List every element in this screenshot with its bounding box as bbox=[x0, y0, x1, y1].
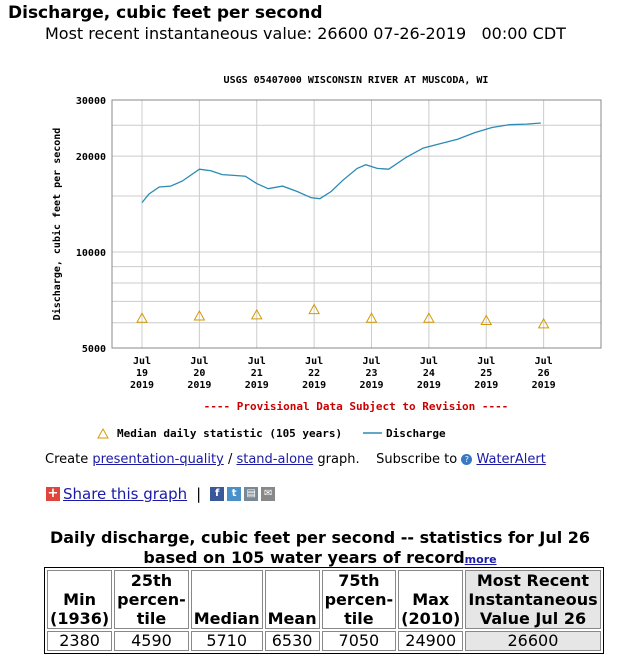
median-triangle bbox=[193, 309, 206, 321]
y-axis-label: Discharge, cubic feet per second bbox=[51, 128, 63, 321]
x-tick-label: Jul bbox=[133, 356, 151, 367]
stats-header-cell: Most Recent Instantaneous Value Jul 26 bbox=[465, 570, 601, 629]
stats-value-cell: 7050 bbox=[321, 631, 397, 651]
stats-value-cell: 4590 bbox=[114, 631, 189, 651]
legend-discharge-label: Discharge bbox=[386, 427, 446, 440]
y-tick-label: 10000 bbox=[76, 248, 106, 259]
median-triangle bbox=[365, 312, 378, 323]
legend-median-label: Median daily statistic (105 years) bbox=[117, 427, 342, 440]
x-tick-label: 2019 bbox=[417, 380, 441, 391]
x-tick-label: 22 bbox=[308, 368, 320, 379]
stats-value-cell: 2380 bbox=[47, 631, 113, 651]
plot-area bbox=[111, 99, 602, 349]
graph-text: graph. bbox=[317, 452, 360, 467]
plus-icon[interactable]: + bbox=[46, 486, 60, 501]
x-tick-label: 20 bbox=[193, 368, 205, 379]
print-icon[interactable]: ▤ bbox=[244, 487, 259, 501]
discharge-chart: USGS 05407000 WISCONSIN RIVER AT MUSCODA… bbox=[51, 75, 602, 440]
stats-title: Daily discharge, cubic feet per second -… bbox=[30, 528, 610, 570]
median-markers bbox=[136, 303, 550, 329]
chart-legend: Median daily statistic (105 years) Disch… bbox=[97, 427, 446, 440]
x-tick-label: Jul bbox=[190, 356, 208, 367]
median-triangle bbox=[136, 312, 148, 323]
median-triangle bbox=[537, 317, 550, 329]
link-separator: / bbox=[227, 452, 233, 467]
twitter-icon[interactable]: t bbox=[227, 487, 242, 501]
stats-table: Min (1936) 25th percen-tile Median Mean 75th pe… bbox=[44, 567, 604, 654]
stats-title-line2: based on 105 water years of record bbox=[143, 548, 465, 567]
x-tick-label: 19 bbox=[136, 368, 148, 379]
x-tick-label: 2019 bbox=[187, 380, 211, 391]
help-icon[interactable]: ? bbox=[461, 454, 473, 465]
stats-header-cell: Median bbox=[190, 570, 263, 629]
x-tick-label: 2019 bbox=[130, 380, 154, 391]
stats-value-row: 2380 4590 5710 6530 7050 24900 26600 bbox=[47, 631, 601, 651]
page-title: Discharge, cubic feet per second bbox=[8, 3, 323, 23]
x-tick-label: 2019 bbox=[245, 380, 269, 391]
legend-triangle-icon bbox=[97, 427, 109, 439]
presentation-quality-link[interactable]: presentation-quality bbox=[92, 452, 224, 467]
x-tick-label: Jul bbox=[305, 356, 323, 367]
y-tick-label: 30000 bbox=[76, 96, 106, 107]
graph-links: Create presentation-quality / stand-alon… bbox=[45, 452, 546, 467]
stats-header-cell: 25th percen-tile bbox=[114, 570, 189, 629]
x-tick-label: 25 bbox=[480, 368, 492, 379]
x-tick-label: Jul bbox=[477, 356, 495, 367]
x-tick-label: 2019 bbox=[474, 380, 498, 391]
x-tick-label: 2019 bbox=[302, 380, 326, 391]
stats-value-cell: 5710 bbox=[190, 631, 263, 651]
median-triangle bbox=[308, 303, 320, 315]
share-divider: | bbox=[196, 485, 202, 503]
median-triangle bbox=[480, 314, 493, 325]
stand-alone-link[interactable]: stand-alone bbox=[236, 452, 314, 467]
stats-header-row: Min (1936) 25th percen-tile Median Mean 75th pe… bbox=[47, 570, 601, 629]
x-tick-label: 21 bbox=[251, 368, 263, 379]
recent-value-text: Most recent instantaneous value: 26600 0… bbox=[45, 24, 566, 43]
x-axis: Jul192019Jul202019Jul212019Jul222019Jul2… bbox=[130, 356, 556, 391]
share-bar: + Share this graph | f t ▤ ✉ bbox=[46, 485, 276, 503]
stats-header-cell: Max (2010) bbox=[398, 570, 464, 629]
create-text: Create bbox=[45, 452, 89, 467]
chart-title: USGS 05407000 WISCONSIN RIVER AT MUSCODA… bbox=[224, 75, 489, 86]
stats-header-cell: Mean bbox=[264, 570, 320, 629]
share-graph-link[interactable]: Share this graph bbox=[63, 485, 188, 503]
x-tick-label: Jul bbox=[248, 356, 266, 367]
provisional-note: ---- Provisional Data Subject to Revisio… bbox=[204, 400, 509, 413]
x-tick-label: 2019 bbox=[359, 380, 383, 391]
x-tick-label: 24 bbox=[423, 368, 435, 379]
stats-value-cell: 24900 bbox=[398, 631, 464, 651]
stats-title-line1: Daily discharge, cubic feet per second -… bbox=[49, 528, 591, 547]
x-tick-label: Jul bbox=[362, 356, 380, 367]
stats-value-cell: 6530 bbox=[264, 631, 320, 651]
chart-grid bbox=[112, 100, 602, 348]
x-tick-label: 26 bbox=[538, 368, 550, 379]
subscribe-text: Subscribe to bbox=[376, 452, 458, 467]
x-tick-label: 23 bbox=[365, 368, 377, 379]
stats-header-cell: Min (1936) bbox=[47, 570, 113, 629]
x-tick-label: Jul bbox=[420, 356, 438, 367]
stats-header-cell: 75th percen-tile bbox=[321, 570, 397, 629]
discharge-line bbox=[141, 122, 541, 204]
email-icon[interactable]: ✉ bbox=[261, 487, 276, 501]
wateralert-link[interactable]: WaterAlert bbox=[476, 452, 546, 467]
stats-value-cell: 26600 bbox=[465, 631, 601, 651]
x-tick-label: 2019 bbox=[532, 380, 556, 391]
median-triangle bbox=[250, 308, 263, 320]
y-tick-label: 20000 bbox=[76, 152, 106, 163]
median-triangle bbox=[423, 312, 435, 323]
facebook-icon[interactable]: f bbox=[210, 487, 225, 501]
y-tick-label: 5000 bbox=[82, 344, 106, 355]
y-axis: 30000 20000 10000 5000 bbox=[76, 96, 106, 355]
more-link[interactable]: more bbox=[464, 553, 497, 566]
x-tick-label: Jul bbox=[535, 356, 553, 367]
